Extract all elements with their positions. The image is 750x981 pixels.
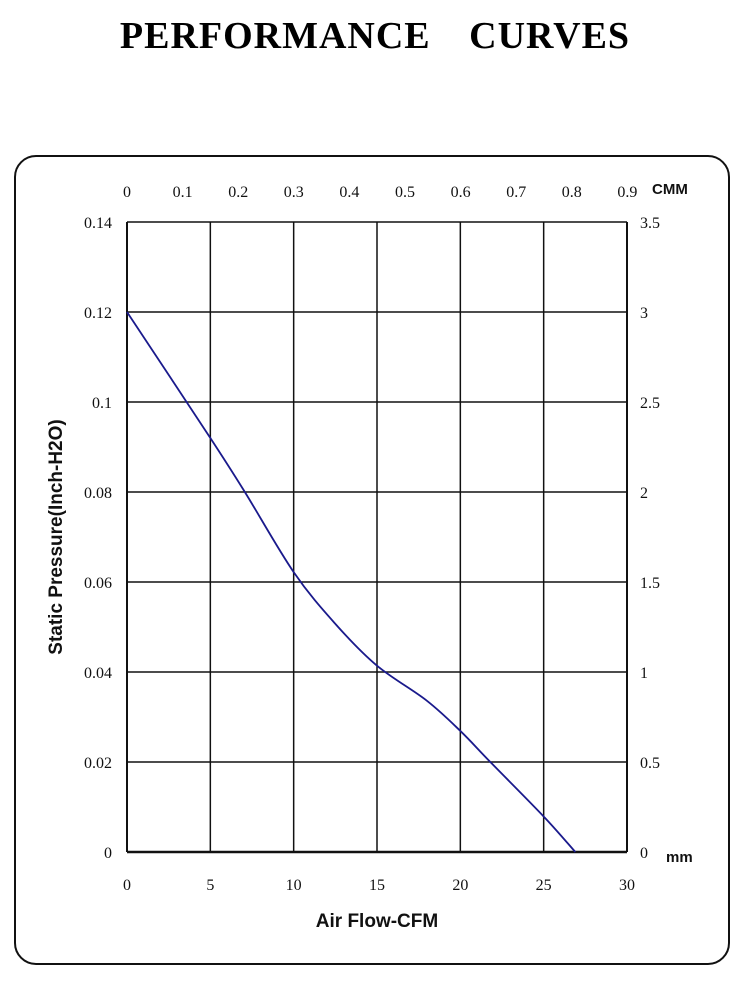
- right-tick-label: 0: [640, 845, 648, 862]
- right-tick-label: 3: [640, 305, 648, 322]
- top-tick-label: 0.7: [506, 184, 526, 201]
- top-tick-label: 0.8: [562, 184, 582, 201]
- chart-title: PERFORMANCE CURVES: [119, 15, 631, 57]
- y-axis-label: Static Pressure(Inch-H2O): [46, 419, 67, 654]
- right-tick-label: 1.5: [640, 575, 660, 592]
- y-tick-label: 0.06: [84, 575, 112, 592]
- y-tick-label: 0.14: [84, 215, 112, 232]
- y-tick-label: 0.08: [84, 485, 112, 502]
- y-tick-label: 0.12: [84, 305, 112, 322]
- x-tick-label: 10: [286, 877, 302, 894]
- top-tick-label: 0.5: [395, 184, 415, 201]
- right-axis-unit: mm: [666, 849, 693, 866]
- x-axis-label: Air Flow-CFM: [316, 911, 438, 932]
- x-tick-label: 15: [369, 877, 385, 894]
- x-tick-label: 5: [206, 877, 214, 894]
- chart-frame: [14, 155, 730, 965]
- performance-curve: [126, 311, 577, 853]
- top-tick-label: 0.6: [451, 184, 471, 201]
- y-tick-label: 0.04: [84, 665, 112, 682]
- top-tick-label: 0: [123, 184, 131, 201]
- y-tick-label: 0: [104, 845, 112, 862]
- top-tick-label: 0.3: [284, 184, 304, 201]
- x-tick-label: 25: [536, 877, 552, 894]
- right-tick-label: 2: [640, 485, 648, 502]
- top-tick-label: 0.4: [339, 184, 359, 201]
- right-tick-label: 0.5: [640, 755, 660, 772]
- y-tick-label: 0.1: [92, 395, 112, 412]
- top-tick-label: 0.9: [617, 184, 637, 201]
- x-tick-label: 20: [452, 877, 468, 894]
- right-tick-label: 2.5: [640, 395, 660, 412]
- top-tick-label: 0.1: [173, 184, 193, 201]
- top-tick-label: 0.2: [228, 184, 248, 201]
- y-tick-label: 0.02: [84, 755, 112, 772]
- right-tick-label: 1: [640, 665, 648, 682]
- top-axis-unit: CMM: [652, 181, 688, 198]
- x-tick-label: 30: [619, 877, 635, 894]
- right-tick-label: 3.5: [640, 215, 660, 232]
- x-tick-label: 0: [123, 877, 131, 894]
